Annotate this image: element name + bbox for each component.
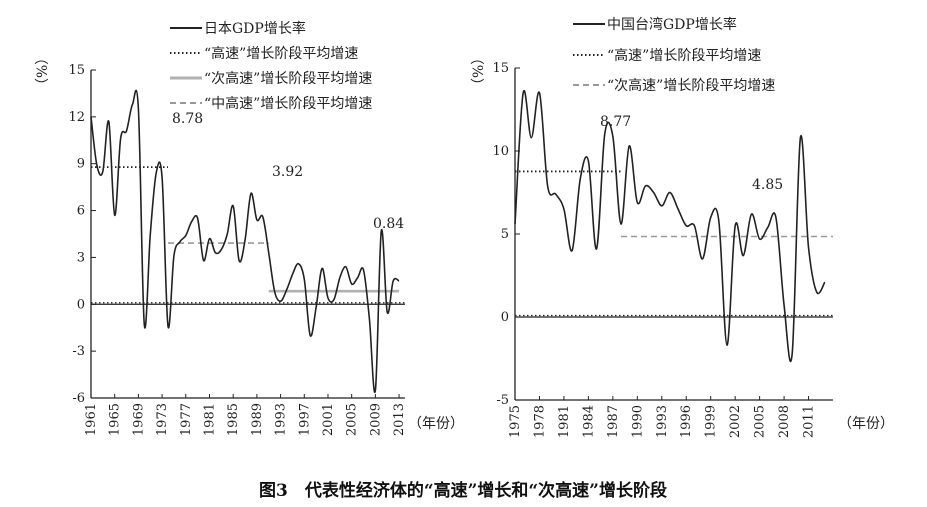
- legend-label-series: 中国台湾GDP增长率: [607, 16, 737, 33]
- legend-label-high: “高速”增长阶段平均增速: [204, 45, 358, 62]
- y-tick-label: -3: [72, 344, 85, 359]
- annotation-high-right: 8.77: [600, 114, 631, 130]
- x-tick-label: 1973: [155, 403, 170, 436]
- y-tick-label: 5: [501, 227, 509, 242]
- legend-label-high: “高速”增长阶段平均增速: [607, 47, 761, 64]
- y-tick-label: 3: [77, 250, 85, 265]
- annotation-mid-left: 3.92: [272, 164, 303, 180]
- y-tick-label: -6: [72, 391, 85, 406]
- x-tick-label: 1996: [679, 405, 694, 438]
- y-tick-label: 9: [77, 157, 85, 172]
- y-tick-label: 15: [68, 63, 85, 78]
- x-tick-label: 2011: [802, 405, 817, 438]
- y-tick-label: 15: [492, 61, 509, 76]
- x-tick-label: 2005: [753, 405, 768, 438]
- x-tick-label: 1981: [557, 405, 572, 438]
- figure-caption: 图3 代表性经济体的“高速”增长和“次高速”增长阶段: [259, 480, 667, 501]
- series-line-japan: [90, 89, 400, 394]
- legend-label-sub: “次高速”增长阶段平均增速: [607, 77, 775, 94]
- x-tick-label: 1997: [297, 403, 312, 436]
- axes-left: -6 -3 0 3 6 9 12 15 1961 1965 1969 1973 1977 1981 1985…: [68, 63, 407, 436]
- legend-left: 日本GDP增长率 “高速”增长阶段平均增速 “次高速”增长阶段平均增速 “中高速…: [170, 20, 372, 112]
- axes-right: -5 0 5 10 15 1975 1978 1981 1984 1987 1990 1993 1996…: [492, 61, 833, 438]
- x-axis-label-right: （年份）: [838, 416, 894, 432]
- x-tick-label: 1985: [226, 403, 241, 436]
- x-tick-label: 1975: [508, 405, 523, 438]
- x-tick-label: 1993: [655, 405, 670, 438]
- x-tick-label: 2009: [368, 403, 383, 436]
- y-axis-label-left: （%）: [35, 51, 51, 92]
- y-tick-label: 12: [68, 110, 85, 125]
- x-tick-label: 1989: [250, 403, 265, 436]
- stage-lines-left: [91, 166, 400, 293]
- x-tick-label: 2002: [728, 405, 743, 438]
- annotation-sub-right: 4.85: [752, 177, 783, 193]
- legend-label-mid: “次高速”增长阶段平均增速: [204, 70, 372, 87]
- chart-taiwan: 中国台湾GDP增长率 “高速”增长阶段平均增速 “次高速”增长阶段平均增速 （%…: [471, 16, 894, 438]
- legend-label-series: 日本GDP增长率: [204, 20, 306, 37]
- stage-lines-right: [515, 170, 833, 238]
- y-tick-label: 6: [77, 204, 85, 219]
- series-line-taiwan: [514, 89, 826, 363]
- x-tick-label: 1977: [179, 403, 194, 436]
- x-tick-label: 1965: [108, 403, 123, 436]
- x-tick-label: 2013: [392, 403, 407, 436]
- x-tick-label: 1987: [606, 405, 621, 438]
- x-tick-label: 2005: [345, 403, 360, 436]
- y-tick-label: 10: [492, 144, 509, 159]
- y-axis-label-right: （%）: [471, 51, 487, 92]
- y-tick-label: 0: [77, 297, 85, 312]
- chart-japan: 日本GDP增长率 “高速”增长阶段平均增速 “次高速”增长阶段平均增速 “中高速…: [35, 20, 464, 436]
- x-axis-label-left: （年份）: [408, 416, 464, 432]
- x-tick-label: 1969: [131, 403, 146, 436]
- x-tick-label: 1990: [630, 405, 645, 438]
- x-tick-label: 1978: [532, 405, 547, 438]
- x-tick-label: 1993: [274, 403, 289, 436]
- x-tick-label: 1961: [84, 403, 99, 436]
- legend-right: 中国台湾GDP增长率 “高速”增长阶段平均增速 “次高速”增长阶段平均增速: [573, 16, 775, 94]
- annotation-high-left: 8.78: [172, 111, 203, 127]
- legend-label-sub: “中高速”增长阶段平均增速: [204, 95, 372, 112]
- x-tick-label: 2001: [321, 403, 336, 436]
- x-tick-label: 1984: [581, 405, 596, 438]
- annotation-sub-left: 0.84: [373, 216, 404, 232]
- y-tick-label: -5: [496, 393, 509, 408]
- y-tick-label: 0: [501, 310, 509, 325]
- x-tick-label: 1981: [202, 403, 217, 436]
- x-tick-label: 2008: [777, 405, 792, 438]
- x-tick-label: 1999: [704, 405, 719, 438]
